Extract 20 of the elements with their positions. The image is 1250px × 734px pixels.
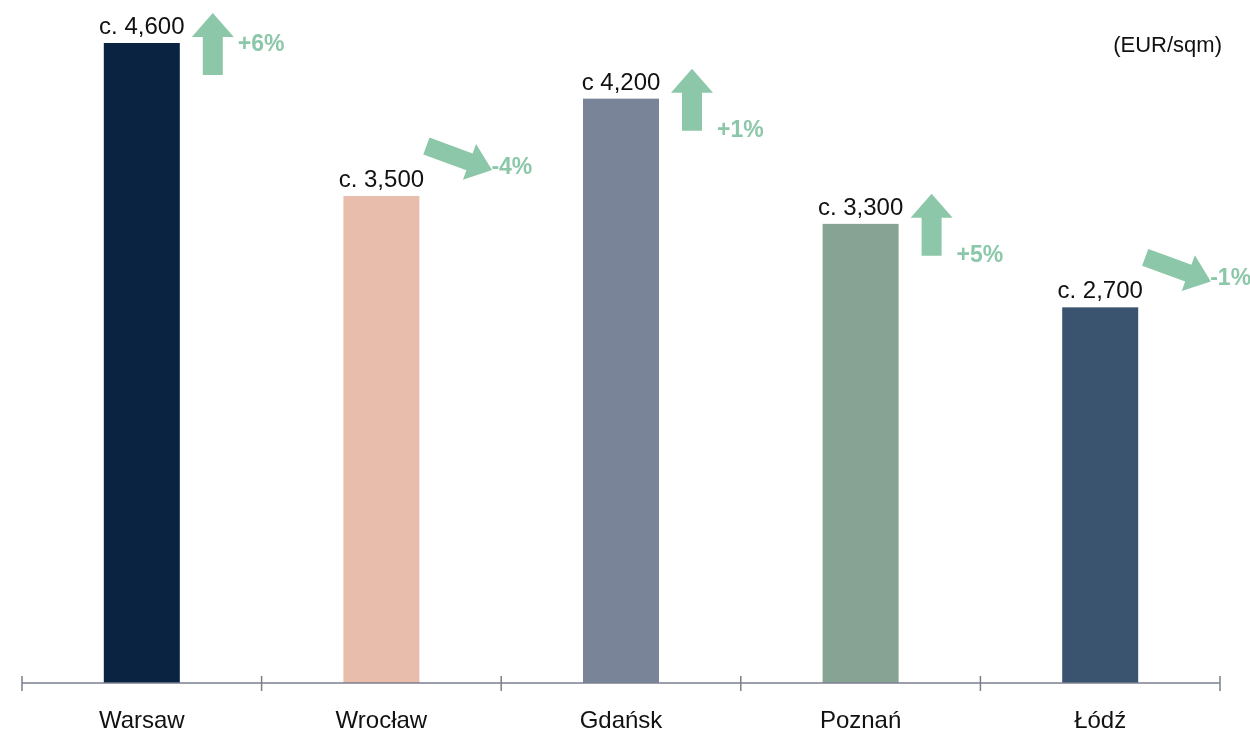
x-tick-label: Łódź (1074, 706, 1127, 733)
data-label: c. 2,700 (1057, 276, 1143, 304)
x-tick-label: Gdańsk (579, 706, 664, 733)
bar (822, 223, 899, 683)
bar (103, 43, 180, 683)
annotation: +6% (237, 30, 285, 56)
data-label: c 4,200 (581, 67, 661, 95)
annotation: +5% (956, 240, 1004, 267)
annotation: -1% (1210, 264, 1250, 291)
data-label: c. 4,600 (99, 12, 185, 39)
x-tick-label: Poznań (819, 706, 902, 733)
annotation: +1% (717, 115, 764, 142)
data-label: c. 3,500 (338, 165, 425, 193)
bar (343, 196, 420, 683)
x-tick-label: Wrocław (335, 706, 428, 733)
data-label: c. 3,300 (817, 192, 904, 220)
annotation: -4% (491, 153, 533, 180)
y-axis-title: (EUR/sqm) (1113, 32, 1222, 57)
bar (1062, 307, 1139, 683)
x-tick-label: Warsaw (98, 706, 186, 733)
